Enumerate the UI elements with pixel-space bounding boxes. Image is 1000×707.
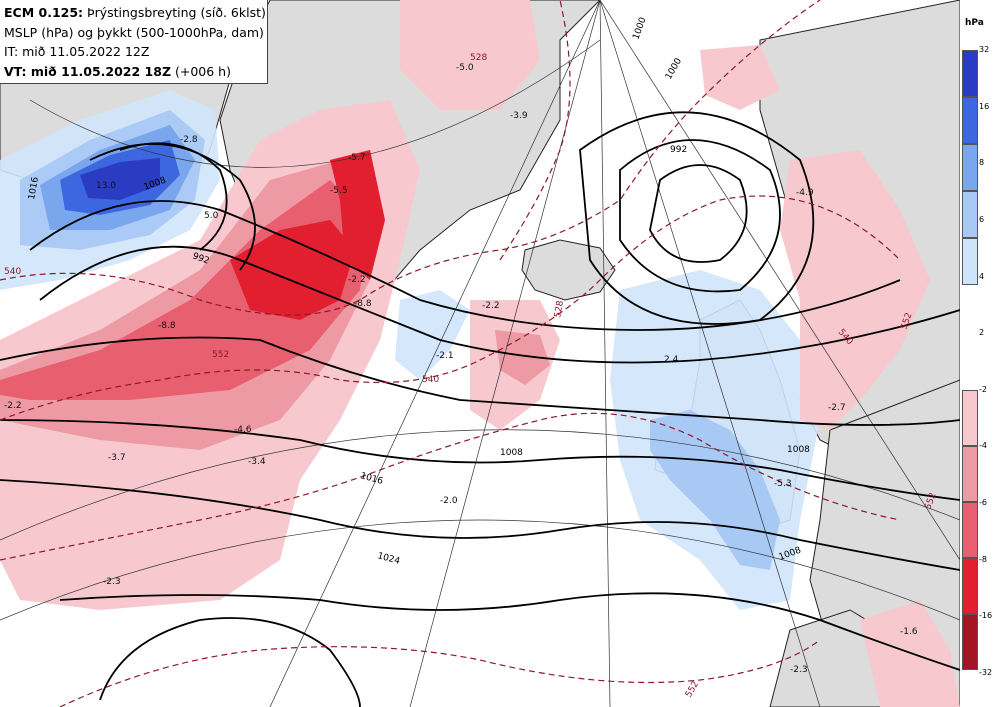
- change-label: -4.9: [796, 188, 814, 198]
- thickness-label: 552: [212, 350, 229, 360]
- isobar-label: 1016: [27, 176, 41, 201]
- change-label: -5.7: [348, 153, 366, 163]
- change-label: 5.0: [204, 211, 219, 221]
- change-label-group: -5.0 -3.9 -5.7 -5.5 -8.8 -2.2 -4.6 -3.4 …: [4, 63, 918, 675]
- title-line-3: IT: mið 11.05.2022 12Z: [4, 44, 150, 59]
- iceland-land: [521, 239, 616, 301]
- legend-swatch-m4: [962, 446, 978, 502]
- change-label: -5.5: [330, 186, 348, 196]
- legend-tick: 4: [979, 272, 985, 281]
- change-label: -3.4: [248, 457, 266, 467]
- change-label: 13.0: [96, 181, 116, 191]
- title-line-2: MSLP (hPa) og þykkt (500-1000hPa, dam): [4, 24, 264, 40]
- neg-change-area-8b: [330, 150, 385, 280]
- legend-swatch-m6: [962, 502, 978, 558]
- thickness-label: 540: [422, 375, 439, 385]
- legend-tick: -8: [979, 555, 987, 564]
- isobar-label: 1000: [664, 56, 684, 81]
- thickness-lines: [0, 0, 901, 707]
- change-label: -2.7: [828, 403, 846, 413]
- legend-tick: -16: [979, 611, 993, 620]
- change-label: -1.6: [900, 627, 918, 637]
- change-label: -5.3: [774, 479, 792, 489]
- graticule: [0, 0, 960, 707]
- change-label: -5.0: [456, 63, 474, 73]
- change-label: -8.8: [158, 321, 176, 331]
- neg-change-area-greenland: [400, 0, 540, 110]
- isobar-label: 992: [670, 145, 687, 155]
- thickness-label: 528: [553, 300, 566, 319]
- legend-swatch-m2: [962, 390, 978, 446]
- isobars: [0, 111, 960, 707]
- thickness-label: 540: [4, 267, 21, 277]
- legend-swatch-m16: [962, 614, 978, 670]
- isobar-label: 1008: [500, 448, 523, 458]
- legend-tick: 8: [979, 158, 985, 167]
- forecast-step: (+006 h): [171, 63, 231, 79]
- legend-tick: -32: [979, 668, 993, 677]
- change-label: -2.0: [440, 496, 458, 506]
- legend-swatch-8: [962, 144, 978, 191]
- model-name: ECM 0.125:: [4, 5, 84, 20]
- legend-swatch-32: [962, 50, 978, 97]
- legend-swatch-m8: [962, 558, 978, 614]
- valid-time: VT: mið 11.05.2022 18Z: [4, 63, 172, 79]
- legend-tick: -6: [979, 498, 987, 507]
- isobar-label: 1024: [376, 551, 401, 567]
- legend-swatch-4: [962, 238, 978, 285]
- pos-change-area-iceland: [395, 290, 470, 380]
- thickness-label: 528: [470, 53, 487, 63]
- isobar-label: 1008: [787, 445, 810, 455]
- isobar-label: 1000: [631, 16, 648, 41]
- weather-map: 1016 1008 992 1000 1000 1008 1016 1024 1…: [0, 0, 960, 707]
- change-label: -2.3: [103, 577, 121, 587]
- legend-tick: 6: [979, 215, 985, 224]
- legend-tick: -4: [979, 441, 987, 450]
- neg-change-area-mid-4: [495, 330, 550, 385]
- pos-change-area-32: [80, 158, 160, 200]
- legend-unit: hPa: [965, 18, 984, 28]
- change-label: -8.8: [354, 299, 372, 309]
- legend-swatch-16: [962, 97, 978, 144]
- change-label: -3.7: [108, 453, 126, 463]
- change-label: -2.2: [4, 401, 22, 411]
- change-label: 2.4: [664, 355, 679, 365]
- neg-change-area-ne: [700, 45, 780, 110]
- title-line-1: ECM 0.125: Þrýstingsbreyting (síð. 6klst…: [4, 3, 266, 23]
- thickness-label: 552: [684, 680, 701, 700]
- isobar-label: 1016: [359, 471, 384, 487]
- neg-change-area-8: [230, 220, 355, 320]
- legend-tick: 16: [979, 102, 990, 111]
- change-label: -4.6: [234, 425, 252, 435]
- neg-change-area-scand: [780, 150, 930, 430]
- legend-swatch-6: [962, 191, 978, 238]
- change-label: -2.3: [790, 665, 808, 675]
- product-name: Þrýstingsbreyting (síð. 6klst): [83, 5, 266, 20]
- legend-tick: 2: [979, 328, 985, 337]
- map-title-box: ECM 0.125: Þrýstingsbreyting (síð. 6klst…: [0, 0, 268, 84]
- change-label: -2.1: [436, 351, 454, 361]
- change-label: -3.9: [510, 111, 528, 121]
- legend-tick: 32: [979, 45, 990, 54]
- change-label: -2.2: [348, 275, 366, 285]
- legend-tick: -2: [979, 385, 987, 394]
- title-line-4: VT: mið 11.05.2022 18Z (+006 h): [4, 62, 263, 82]
- change-label: -2.2: [482, 301, 500, 311]
- change-label: -2.8: [180, 135, 198, 145]
